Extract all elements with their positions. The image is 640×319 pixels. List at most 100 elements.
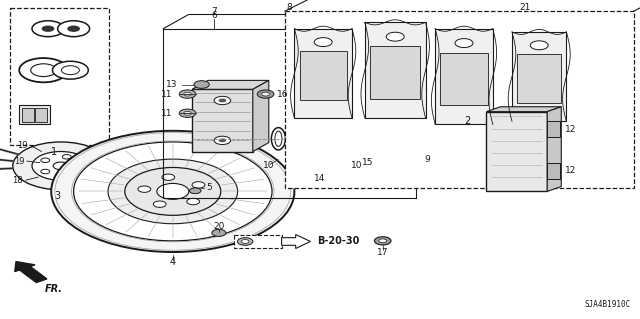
Text: FR.: FR. <box>45 284 63 294</box>
Circle shape <box>314 38 332 47</box>
Text: 4: 4 <box>170 256 176 267</box>
Circle shape <box>42 26 54 32</box>
Circle shape <box>218 138 227 142</box>
Bar <box>547 163 560 179</box>
Circle shape <box>530 41 548 50</box>
Circle shape <box>32 152 90 180</box>
Bar <box>364 132 375 145</box>
Polygon shape <box>486 112 547 191</box>
Circle shape <box>184 111 191 115</box>
Text: 17: 17 <box>377 248 388 256</box>
Circle shape <box>154 201 166 207</box>
Circle shape <box>13 142 109 190</box>
Text: 15: 15 <box>362 158 374 167</box>
Text: 1: 1 <box>51 146 58 157</box>
Text: SJA4B1910C: SJA4B1910C <box>584 300 630 309</box>
Bar <box>285 11 634 188</box>
Text: 10: 10 <box>263 161 275 170</box>
Circle shape <box>52 61 88 79</box>
Bar <box>234 235 282 248</box>
Circle shape <box>257 90 274 98</box>
Bar <box>22 108 34 122</box>
Circle shape <box>157 183 189 199</box>
Circle shape <box>241 240 249 243</box>
Circle shape <box>76 164 84 168</box>
Ellipse shape <box>342 128 356 150</box>
Text: 8: 8 <box>286 4 292 12</box>
Bar <box>547 121 560 137</box>
Circle shape <box>179 90 196 98</box>
Ellipse shape <box>275 131 282 146</box>
Bar <box>19 105 50 124</box>
Circle shape <box>374 237 391 245</box>
Circle shape <box>214 96 231 105</box>
Text: 7: 7 <box>212 7 217 16</box>
Text: 12: 12 <box>565 125 577 134</box>
Text: 6: 6 <box>212 11 217 20</box>
Circle shape <box>262 92 269 96</box>
Text: B-20-30: B-20-30 <box>317 236 359 247</box>
Circle shape <box>214 136 231 145</box>
Bar <box>435 29 493 124</box>
Circle shape <box>67 26 80 32</box>
Text: 21: 21 <box>519 4 531 12</box>
Text: 19: 19 <box>17 141 28 150</box>
Text: 10: 10 <box>351 161 363 170</box>
Circle shape <box>179 109 196 117</box>
Circle shape <box>184 92 191 96</box>
Text: 11: 11 <box>161 109 173 118</box>
Circle shape <box>237 238 253 245</box>
Circle shape <box>189 188 201 194</box>
Circle shape <box>41 169 50 174</box>
Circle shape <box>212 229 226 236</box>
Text: 2: 2 <box>464 116 470 126</box>
Text: 5: 5 <box>206 183 212 192</box>
Circle shape <box>108 159 237 224</box>
Polygon shape <box>253 80 269 152</box>
Ellipse shape <box>271 128 285 150</box>
Bar <box>300 51 347 100</box>
Bar <box>10 8 109 145</box>
Text: 13: 13 <box>166 80 178 89</box>
Circle shape <box>187 198 200 205</box>
Circle shape <box>53 162 68 170</box>
Text: 14: 14 <box>314 174 326 183</box>
Circle shape <box>41 158 50 162</box>
Circle shape <box>455 39 473 48</box>
Circle shape <box>62 173 71 177</box>
Circle shape <box>192 182 205 188</box>
Polygon shape <box>192 89 253 152</box>
Ellipse shape <box>307 127 333 151</box>
Circle shape <box>162 174 175 181</box>
Circle shape <box>379 239 387 243</box>
Circle shape <box>19 58 68 82</box>
Text: 11: 11 <box>161 90 173 99</box>
Circle shape <box>218 99 227 102</box>
Circle shape <box>413 132 438 145</box>
Circle shape <box>32 21 64 37</box>
Circle shape <box>302 144 338 162</box>
Circle shape <box>194 81 209 88</box>
Polygon shape <box>486 107 561 112</box>
Bar <box>365 22 426 118</box>
Circle shape <box>138 186 151 192</box>
Bar <box>35 108 47 122</box>
Bar <box>370 46 420 99</box>
Circle shape <box>62 154 71 159</box>
Ellipse shape <box>302 123 338 155</box>
Polygon shape <box>547 107 561 191</box>
Circle shape <box>420 136 431 142</box>
Circle shape <box>31 64 56 77</box>
Text: 12: 12 <box>565 166 577 175</box>
Bar <box>512 32 566 121</box>
Text: 20: 20 <box>213 222 225 231</box>
FancyArrow shape <box>15 262 47 283</box>
Circle shape <box>51 131 294 252</box>
Circle shape <box>386 32 404 41</box>
Circle shape <box>74 142 272 241</box>
Polygon shape <box>192 80 269 89</box>
Bar <box>440 53 488 105</box>
Ellipse shape <box>346 131 352 146</box>
Text: 9: 9 <box>425 155 430 164</box>
Circle shape <box>58 21 90 37</box>
